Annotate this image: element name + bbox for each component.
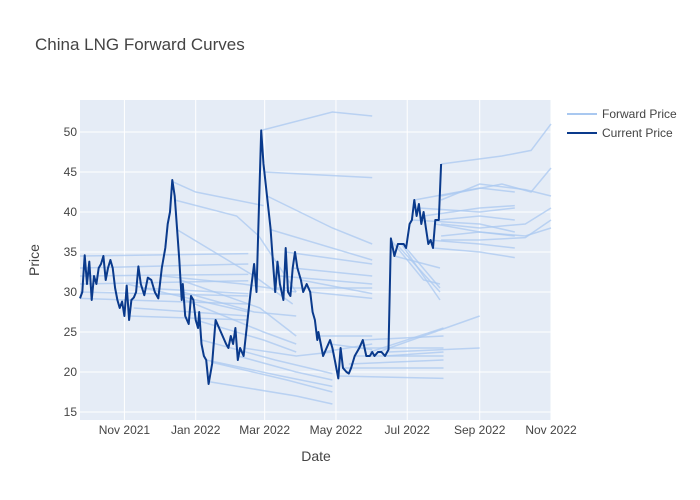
forward-curve-line xyxy=(362,335,444,341)
forward-curve-line xyxy=(279,275,373,285)
forward-curve-line xyxy=(440,183,552,201)
forward-curve-line xyxy=(438,215,515,221)
forward-curve-line xyxy=(263,171,373,179)
current-price-line xyxy=(79,129,443,385)
forward-curve-line xyxy=(79,273,249,277)
forward-curve-line xyxy=(292,267,373,277)
x-tick-label: Sep 2022 xyxy=(454,423,506,437)
forward-curve-line xyxy=(161,275,297,293)
forward-curve-line xyxy=(243,347,333,357)
forward-curve-line xyxy=(405,247,441,289)
forward-curve-line xyxy=(441,227,552,237)
forward-curve-line xyxy=(384,351,444,357)
forward-curve-line xyxy=(441,207,552,229)
forward-curve-line xyxy=(237,355,333,381)
forward-curve-line xyxy=(441,219,552,241)
forward-curve-line xyxy=(180,279,297,337)
y-axis-title: Price xyxy=(26,244,42,276)
x-tick-label: Jul 2022 xyxy=(385,423,431,437)
y-tick-label: 30 xyxy=(64,285,78,299)
x-tick-label: May 2022 xyxy=(310,423,363,437)
chart-title: China LNG Forward Curves xyxy=(35,35,245,54)
forward-curve-line xyxy=(201,339,333,375)
y-tick-label: 25 xyxy=(64,325,78,339)
forward-curve-line xyxy=(441,123,552,165)
legend: Forward Price Current Price xyxy=(567,107,677,140)
legend-current-label: Current Price xyxy=(602,126,673,140)
y-tick-label: 35 xyxy=(64,245,78,259)
forward-curve-line xyxy=(211,361,333,393)
x-tick-label: Nov 2021 xyxy=(99,423,151,437)
x-axis-title: Date xyxy=(301,448,331,464)
forward-curve-line xyxy=(285,251,373,265)
y-axis-ticks: 15 20 25 30 35 40 45 50 xyxy=(64,125,78,419)
y-tick-label: 20 xyxy=(64,365,78,379)
y-tick-label: 15 xyxy=(64,405,78,419)
forward-curve-line xyxy=(133,307,249,317)
forward-price-series xyxy=(79,111,552,405)
forward-curve-line xyxy=(184,299,297,345)
forward-curve-line xyxy=(208,380,333,405)
y-tick-label: 40 xyxy=(64,205,78,219)
forward-curve-line xyxy=(182,291,297,317)
plot-area xyxy=(80,100,551,420)
y-tick-label: 45 xyxy=(64,165,78,179)
forward-curve-line xyxy=(266,195,373,245)
forward-curve-line xyxy=(206,359,333,388)
forward-curve-line xyxy=(348,359,444,365)
current-price-series xyxy=(79,129,443,385)
forward-curve-line xyxy=(270,228,373,261)
forward-curve-line xyxy=(369,327,444,353)
forward-curve-line xyxy=(338,375,444,380)
forward-curve-line xyxy=(423,204,515,217)
forward-curve-line xyxy=(310,291,373,300)
forward-curve-line xyxy=(388,347,480,353)
forward-curve-line xyxy=(176,228,294,305)
x-tick-label: Mar 2022 xyxy=(239,423,290,437)
forward-curve-line xyxy=(377,315,480,353)
forward-curve-line xyxy=(432,247,515,259)
y-tick-label: 50 xyxy=(64,125,78,139)
forward-curve-line xyxy=(171,180,264,207)
x-tick-label: Nov 2022 xyxy=(525,423,577,437)
legend-forward-label: Forward Price xyxy=(602,107,677,121)
forward-curve-line xyxy=(261,111,373,132)
forward-curve-line xyxy=(300,279,373,295)
forward-curve-line xyxy=(400,243,441,301)
x-tick-label: Jan 2022 xyxy=(171,423,221,437)
x-axis-ticks: Nov 2021 Jan 2022 Mar 2022 May 2022 Jul 2022… xyxy=(99,423,577,437)
forward-curve-line xyxy=(428,239,515,249)
forward-curve-line xyxy=(79,291,249,297)
